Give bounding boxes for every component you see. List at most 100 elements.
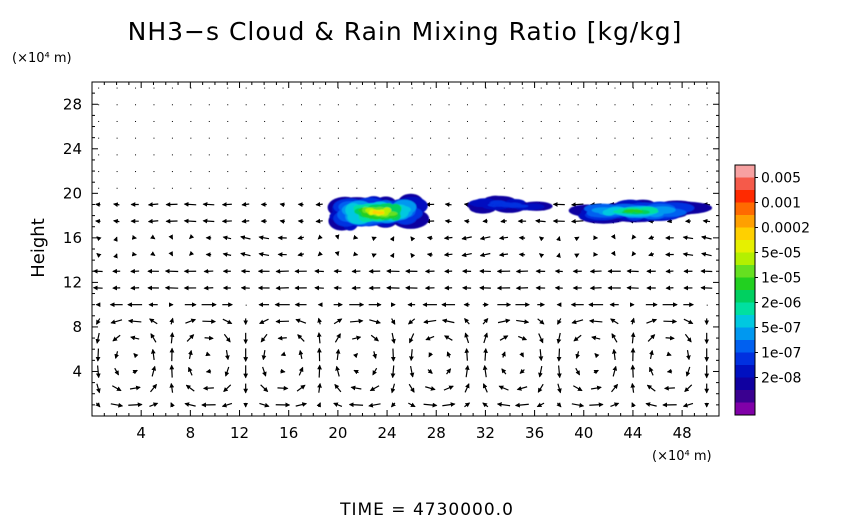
wind-vector	[116, 171, 118, 173]
wind-vector	[448, 120, 450, 122]
wind-vector	[706, 120, 708, 122]
colorbar-label: 0.005	[761, 171, 801, 187]
wind-vector	[535, 218, 546, 224]
wind-vector	[334, 234, 340, 240]
x-tick-label: 16	[279, 424, 298, 442]
wind-vector	[301, 154, 302, 156]
wind-vector	[133, 352, 139, 359]
colorbar-swatch	[735, 277, 755, 291]
wind-vector	[630, 382, 636, 393]
wind-vector	[151, 365, 157, 377]
wind-vector	[222, 252, 232, 257]
wind-vector	[168, 234, 174, 240]
wind-vector	[557, 383, 562, 394]
wind-vector	[259, 318, 269, 325]
wind-vector	[258, 235, 270, 241]
colorbar-swatch	[735, 390, 755, 403]
wind-vector	[190, 120, 192, 122]
cloud-region	[467, 195, 553, 214]
wind-vector	[116, 137, 118, 139]
wind-vector	[116, 120, 118, 122]
x-tick-label: 40	[574, 424, 593, 442]
colorbar-label: 1e-05	[761, 271, 801, 287]
wind-vector	[96, 383, 101, 394]
wind-vector	[503, 137, 505, 139]
wind-vector	[190, 171, 192, 173]
wind-vector	[135, 87, 137, 89]
wind-vector	[518, 335, 528, 341]
wind-vector	[688, 137, 690, 139]
wind-vector	[596, 87, 598, 89]
wind-vector	[240, 235, 251, 240]
wind-vector	[223, 333, 231, 343]
wind-vector	[559, 87, 561, 89]
cloud-cell	[628, 210, 634, 213]
y-axis-label: Height	[28, 218, 49, 278]
wind-vector	[337, 120, 339, 122]
wind-vector	[408, 383, 415, 393]
wind-vector	[298, 349, 304, 359]
wind-vector	[522, 87, 524, 89]
cloud-cell	[514, 204, 529, 208]
wind-vector	[427, 368, 433, 374]
colorbar: 0.005 0.001 0.0002 5e-05 1e-05 2e-06 5e-07 1e-0…	[734, 164, 810, 416]
wind-vector	[317, 317, 323, 325]
wind-vector	[684, 384, 693, 393]
wind-vector	[596, 187, 598, 189]
wind-vector	[260, 333, 268, 343]
wind-vector	[410, 252, 416, 259]
wind-vector	[441, 318, 455, 324]
x-axis: 4 8 12 16 20 24 28 32 36 40 44 48	[103, 82, 708, 442]
wind-vector	[297, 334, 305, 342]
wind-vector	[559, 187, 561, 189]
wind-vector	[444, 335, 453, 341]
colorbar-swatch	[735, 165, 755, 178]
wind-vector	[466, 87, 468, 89]
y-tick-label: 20	[63, 184, 82, 202]
wind-vector	[316, 332, 322, 344]
wind-vector	[573, 385, 583, 392]
wind-vector	[202, 385, 214, 391]
wind-vector	[393, 120, 395, 122]
wind-vector	[479, 235, 491, 241]
wind-vector	[410, 236, 416, 242]
wind-vector	[682, 235, 694, 241]
wind-vector	[466, 171, 468, 173]
wind-vector	[95, 402, 101, 408]
wind-vector	[669, 171, 671, 173]
wind-vector	[430, 154, 432, 156]
wind-vector	[334, 251, 340, 257]
wind-vector	[537, 318, 545, 325]
colorbar-swatch	[735, 340, 755, 353]
wind-vector	[557, 318, 562, 325]
wind-vector	[485, 104, 487, 106]
wind-vector	[334, 383, 342, 393]
wind-vector	[356, 120, 358, 122]
wind-vector	[702, 218, 711, 224]
wind-vector	[538, 253, 545, 259]
wind-vector	[594, 352, 600, 359]
wind-vector	[430, 137, 432, 139]
wind-vector	[169, 382, 175, 393]
wind-vector	[98, 171, 100, 173]
wind-vector	[706, 171, 708, 173]
wind-vector	[577, 187, 579, 189]
wind-vector	[277, 385, 289, 391]
wind-vector	[205, 368, 212, 374]
wind-vector	[614, 87, 616, 89]
wind-vector	[393, 137, 395, 139]
colorbar-label: 2e-06	[761, 296, 801, 312]
wind-vector	[631, 251, 637, 257]
wind-vector	[479, 252, 491, 258]
wind-vector	[701, 235, 712, 240]
wind-vector	[183, 201, 197, 207]
wind-vector	[259, 402, 270, 408]
wind-vector	[537, 383, 544, 393]
wind-vector	[559, 120, 561, 122]
wind-vector	[501, 368, 507, 375]
wind-vector	[374, 104, 376, 106]
wind-vector	[96, 318, 101, 325]
y-tick-label: 16	[63, 229, 82, 247]
y-unit-label: (×10⁴ m)	[12, 51, 72, 66]
